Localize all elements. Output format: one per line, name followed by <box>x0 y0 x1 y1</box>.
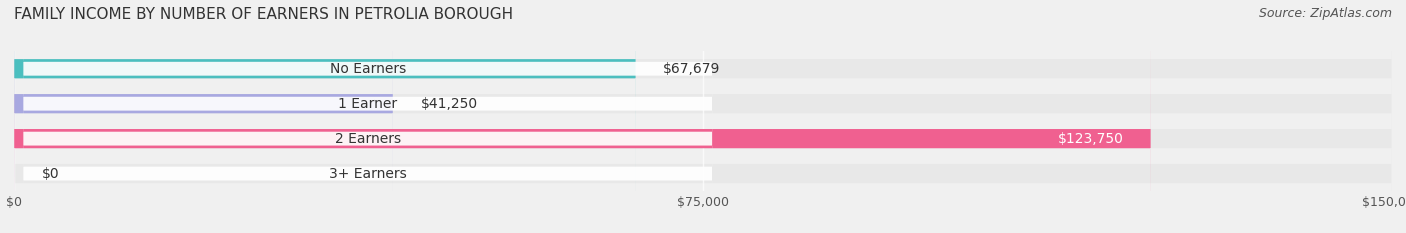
FancyBboxPatch shape <box>14 0 1392 233</box>
FancyBboxPatch shape <box>14 0 394 233</box>
Text: No Earners: No Earners <box>329 62 406 76</box>
Text: 2 Earners: 2 Earners <box>335 132 401 146</box>
Text: 1 Earner: 1 Earner <box>339 97 398 111</box>
FancyBboxPatch shape <box>24 0 713 233</box>
FancyBboxPatch shape <box>24 0 713 233</box>
Text: Source: ZipAtlas.com: Source: ZipAtlas.com <box>1258 7 1392 20</box>
Text: FAMILY INCOME BY NUMBER OF EARNERS IN PETROLIA BOROUGH: FAMILY INCOME BY NUMBER OF EARNERS IN PE… <box>14 7 513 22</box>
FancyBboxPatch shape <box>24 0 713 233</box>
Text: $41,250: $41,250 <box>420 97 478 111</box>
FancyBboxPatch shape <box>14 0 636 233</box>
Text: $123,750: $123,750 <box>1057 132 1123 146</box>
FancyBboxPatch shape <box>14 0 1392 233</box>
FancyBboxPatch shape <box>24 0 713 233</box>
FancyBboxPatch shape <box>14 0 1392 233</box>
FancyBboxPatch shape <box>14 0 1392 233</box>
Text: 3+ Earners: 3+ Earners <box>329 167 406 181</box>
Text: $0: $0 <box>42 167 59 181</box>
Text: $67,679: $67,679 <box>664 62 721 76</box>
FancyBboxPatch shape <box>14 0 1150 233</box>
